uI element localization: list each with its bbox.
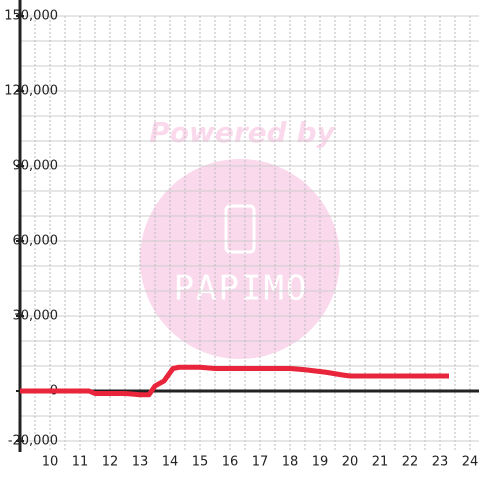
x-tick-label: 15 [192, 455, 209, 470]
x-tick-label: 19 [312, 455, 329, 470]
x-tick-label: 12 [102, 455, 119, 470]
watermark-text: Powered by [149, 116, 336, 149]
x-tick-label: 18 [282, 455, 299, 470]
x-tick-label: 22 [402, 455, 419, 470]
data-line [20, 364, 449, 398]
y-tick-label: -20,000 [8, 434, 58, 449]
y-tick-label: 120,000 [4, 84, 58, 99]
y-tick-label: 30,000 [13, 309, 59, 324]
x-tick-label: 20 [342, 455, 359, 470]
y-tick-label: 90,000 [13, 159, 59, 174]
x-tick-label: 14 [162, 455, 179, 470]
x-tick-label: 24 [462, 455, 479, 470]
y-tick-label: 150,000 [4, 9, 58, 24]
y-tick-label: 60,000 [13, 234, 59, 249]
x-tick-label: 16 [222, 455, 239, 470]
watermark-phone [224, 204, 256, 254]
x-tick-label: 11 [72, 455, 89, 470]
x-tick-label: 10 [42, 455, 59, 470]
x-tick-label: 13 [132, 455, 149, 470]
x-tick-label: 17 [252, 455, 269, 470]
x-tick-label: 23 [432, 455, 449, 470]
watermark-logo: PAPIMO [174, 269, 309, 309]
x-tick-label: 21 [372, 455, 389, 470]
